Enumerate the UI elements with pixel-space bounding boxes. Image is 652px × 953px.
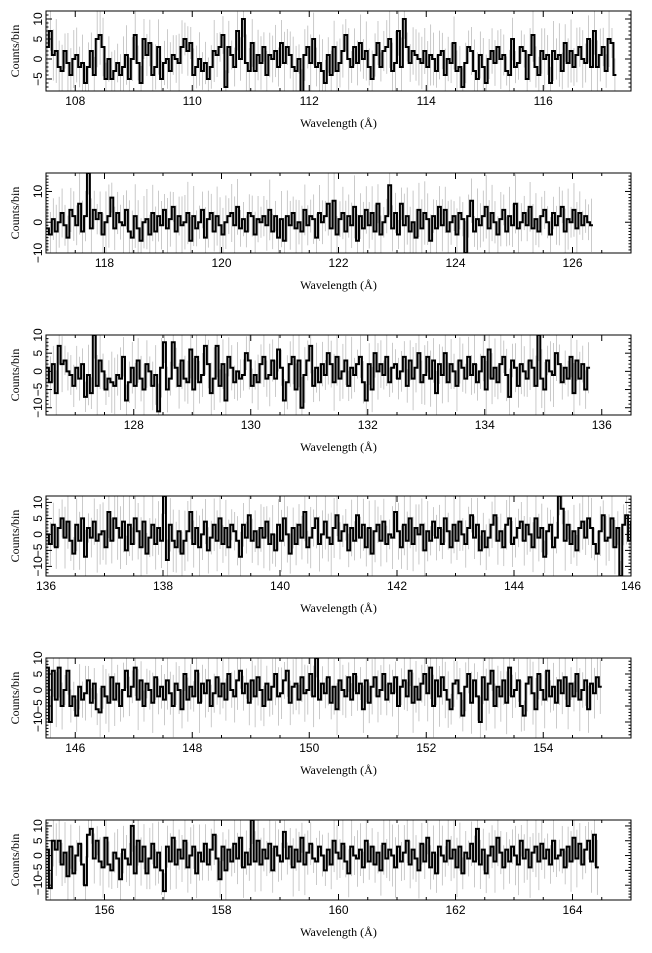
x-tick-label: 160 (328, 903, 348, 917)
x-tick-label: 158 (211, 903, 231, 917)
y-tick-label: 5 (31, 35, 45, 42)
y-ticks (46, 10, 631, 92)
y-tick-label: 5 (31, 837, 45, 844)
x-tick-label: 108 (65, 94, 85, 108)
y-tick-label: 0 (31, 368, 45, 375)
x-tick-label: 120 (211, 256, 231, 270)
x-ticks (45, 11, 632, 91)
x-tick-label: 128 (124, 418, 144, 432)
x-tick-label: 122 (328, 256, 348, 270)
y-tick-label: 0 (31, 686, 45, 693)
spectrum-histogram-line (46, 496, 631, 576)
spectrum-panel-2: 118 120 122 124 126 10 0 −10 Counts/bin Wavelengt… (8, 172, 632, 292)
x-ticks (45, 496, 632, 576)
y-tick-label: 10 (31, 651, 45, 665)
spectrum-histogram-line (46, 335, 591, 413)
x-axis-label: Wavelength (Å) (300, 763, 377, 777)
y-tick-label: −10 (31, 556, 45, 577)
y-tick-label: −5 (31, 863, 45, 877)
x-tick-label: 116 (534, 94, 553, 108)
x-tick-label: 118 (95, 256, 114, 270)
x-tick-label: 136 (36, 579, 56, 593)
y-tick-label: −5 (31, 72, 45, 86)
spectrum-panel-1: 108 110 112 114 116 10 5 0 −5 Counts/bin Wavelengt… (8, 10, 632, 130)
y-tick-label: 10 (31, 819, 45, 833)
x-tick-label: 162 (445, 903, 465, 917)
y-tick-label: −10 (31, 711, 45, 732)
spectrum-histogram-line (46, 658, 602, 723)
spectrum-histogram-line (46, 820, 599, 893)
error-bars (47, 173, 592, 253)
x-axis-label: Wavelength (Å) (300, 601, 377, 615)
y-tick-label: 10 (31, 328, 45, 342)
y-tick-label: 0 (31, 852, 45, 859)
y-tick-label: 0 (31, 531, 45, 538)
x-tick-label: 156 (94, 903, 114, 917)
y-tick-label: −5 (31, 543, 45, 557)
y-tick-label: −10 (31, 397, 45, 418)
y-tick-label: −10 (31, 242, 45, 263)
y-ticks (46, 334, 631, 416)
x-tick-label: 110 (183, 94, 202, 108)
x-tick-label: 134 (475, 418, 495, 432)
y-tick-label: −5 (31, 699, 45, 713)
y-tick-label: 5 (31, 515, 45, 522)
x-tick-label: 114 (417, 94, 436, 108)
spectrum-panel-6: 156 158 160 162 164 10 5 0 −5−10 Counts/bin Wavele… (8, 819, 632, 939)
x-axis-label: Wavelength (Å) (300, 116, 377, 130)
x-tick-label: 138 (153, 579, 173, 593)
y-ticks (46, 819, 631, 901)
x-tick-label: 112 (300, 94, 319, 108)
x-tick-label: 146 (65, 741, 85, 755)
spectrum-panel-5: 146 148 150 152 154 10 5 0 −5−10 Counts/bin Wavele… (8, 651, 632, 777)
y-ticks (46, 657, 631, 739)
y-tick-label: −10 (31, 875, 45, 896)
y-tick-label: 5 (31, 350, 45, 357)
y-axis-label: Counts/bin (8, 510, 22, 563)
x-tick-label: 152 (416, 741, 436, 755)
spectrum-histogram-line (46, 18, 617, 91)
x-tick-label: 144 (504, 579, 524, 593)
y-axis-label: Counts/bin (8, 349, 22, 402)
y-tick-label: 0 (31, 219, 45, 226)
y-axis-label: Counts/bin (8, 187, 22, 240)
x-axis-label: Wavelength (Å) (300, 440, 377, 454)
y-ticks (46, 172, 631, 254)
x-tick-label: 136 (592, 418, 612, 432)
spectrum-panel-4: 136 138 140 142 144 146 10 5 0 −5−10 Counts/bin Wav… (8, 495, 641, 615)
x-axis-label: Wavelength (Å) (300, 925, 377, 939)
y-tick-label: 10 (31, 495, 45, 509)
x-tick-label: 140 (270, 579, 290, 593)
x-tick-label: 146 (621, 579, 641, 593)
error-bars (47, 11, 616, 91)
x-tick-label: 148 (182, 741, 202, 755)
x-tick-label: 124 (445, 256, 465, 270)
y-tick-label: 5 (31, 670, 45, 677)
y-axis-label: Counts/bin (8, 834, 22, 887)
y-ticks (46, 495, 631, 577)
error-bars (47, 496, 630, 576)
x-tick-label: 150 (299, 741, 319, 755)
x-tick-label: 132 (358, 418, 378, 432)
x-tick-label: 142 (387, 579, 407, 593)
y-axis-label: Counts/bin (8, 25, 22, 78)
y-tick-label: −5 (31, 382, 45, 396)
x-tick-label: 130 (241, 418, 261, 432)
y-tick-label: 10 (31, 12, 45, 26)
x-tick-label: 126 (562, 256, 582, 270)
x-ticks (45, 335, 632, 415)
spectrum-histogram-line (46, 173, 593, 253)
x-ticks (45, 173, 632, 253)
y-axis-label: Counts/bin (8, 672, 22, 725)
x-axis-label: Wavelength (Å) (300, 278, 377, 292)
x-tick-label: 164 (562, 903, 582, 917)
y-tick-label: 10 (31, 184, 45, 198)
spectrum-panel-3: 128 130 132 134 136 10 5 0 −5−10 Counts/bin Wavele… (8, 328, 632, 454)
y-tick-label: 0 (31, 55, 45, 62)
x-tick-label: 154 (533, 741, 553, 755)
